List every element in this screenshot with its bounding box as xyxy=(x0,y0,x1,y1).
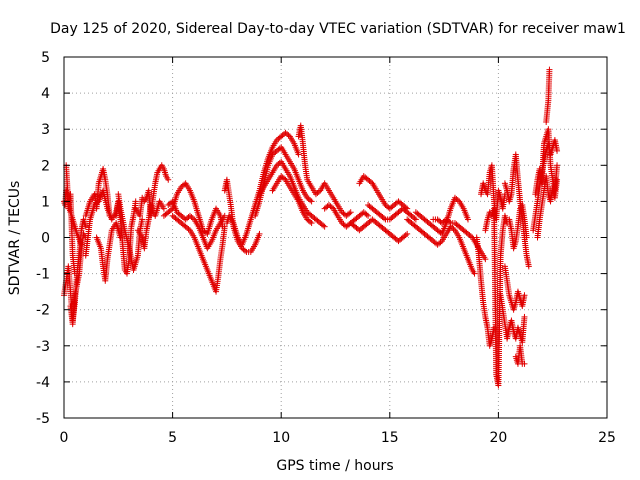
y-tick-label: 2 xyxy=(41,158,50,174)
data-point xyxy=(276,145,283,152)
data-point xyxy=(411,215,418,222)
data-point xyxy=(308,198,315,205)
data-point xyxy=(446,218,453,225)
x-tick-labels: 0 5 10 15 20 25 xyxy=(60,430,616,446)
chart-title: Day 125 of 2020, Sidereal Day-to-day VTE… xyxy=(50,21,626,37)
data-point xyxy=(315,188,322,195)
y-tick-label: -5 xyxy=(36,411,50,427)
data-point xyxy=(320,222,327,229)
x-tick-label: 5 xyxy=(168,430,177,446)
data-point xyxy=(467,233,474,240)
data-point xyxy=(132,198,139,205)
data-point xyxy=(256,230,263,237)
data-point xyxy=(454,197,461,204)
data-point xyxy=(546,66,553,73)
data-point xyxy=(521,360,528,367)
y-tick-label: -4 xyxy=(36,375,50,391)
data-point xyxy=(82,223,89,230)
data-point xyxy=(521,292,528,299)
data-point xyxy=(160,205,167,212)
data-point xyxy=(308,220,315,227)
data-point xyxy=(523,234,530,241)
data-point xyxy=(168,206,175,213)
x-tick-label: 25 xyxy=(598,430,616,446)
data-point xyxy=(321,223,328,230)
data-point xyxy=(307,218,314,225)
data-point xyxy=(437,239,444,246)
data-point xyxy=(346,210,353,217)
data-point xyxy=(554,176,561,183)
data-point xyxy=(554,147,561,154)
data-point xyxy=(404,230,411,237)
data-point xyxy=(525,263,532,270)
data-point xyxy=(365,212,372,219)
data-point xyxy=(471,270,478,277)
x-tick-label: 10 xyxy=(272,430,290,446)
data-point xyxy=(363,211,370,218)
x-axis-label: GPS time / hours xyxy=(276,458,393,474)
data-point xyxy=(221,223,228,230)
data-point xyxy=(285,132,292,139)
data-point xyxy=(367,179,374,186)
y-tick-label: 1 xyxy=(41,194,50,210)
data-point xyxy=(181,181,188,188)
y-tick-label: 4 xyxy=(41,86,50,102)
data-point xyxy=(450,226,457,233)
data-point xyxy=(242,247,248,254)
data-point xyxy=(276,159,283,166)
data-point xyxy=(165,176,172,183)
data-point xyxy=(402,232,409,239)
data-point xyxy=(307,197,314,204)
data-point xyxy=(94,199,101,206)
x-tick-label: 15 xyxy=(381,430,399,446)
data-point xyxy=(381,215,388,222)
y-tick-labels: -5 -4 -3 -2 -1 0 1 2 3 4 5 xyxy=(36,50,50,427)
x-tick-label: 0 xyxy=(60,430,69,446)
y-tick-label: -1 xyxy=(36,267,50,283)
y-tick-label: -2 xyxy=(36,303,50,319)
data-point xyxy=(139,216,146,223)
y-axis-label: SDTVAR / TECUs xyxy=(7,181,23,296)
data-point xyxy=(464,216,471,223)
axis-ticks xyxy=(63,56,608,419)
data-point xyxy=(554,162,561,169)
data-point xyxy=(328,204,335,211)
y-tick-label: -3 xyxy=(36,339,50,355)
data-point xyxy=(189,215,196,222)
y-tick-label: 3 xyxy=(41,122,50,138)
data-point xyxy=(412,216,419,223)
data-point xyxy=(347,209,354,216)
data-point xyxy=(482,256,489,263)
data-point xyxy=(185,226,192,233)
data-points xyxy=(61,66,561,389)
x-tick-label: 20 xyxy=(489,430,507,446)
data-point xyxy=(281,175,288,182)
data-point xyxy=(521,313,528,320)
y-tick-label: 0 xyxy=(41,231,50,247)
data-point xyxy=(295,151,302,158)
y-tick-label: 5 xyxy=(41,50,50,66)
data-point xyxy=(78,241,85,248)
